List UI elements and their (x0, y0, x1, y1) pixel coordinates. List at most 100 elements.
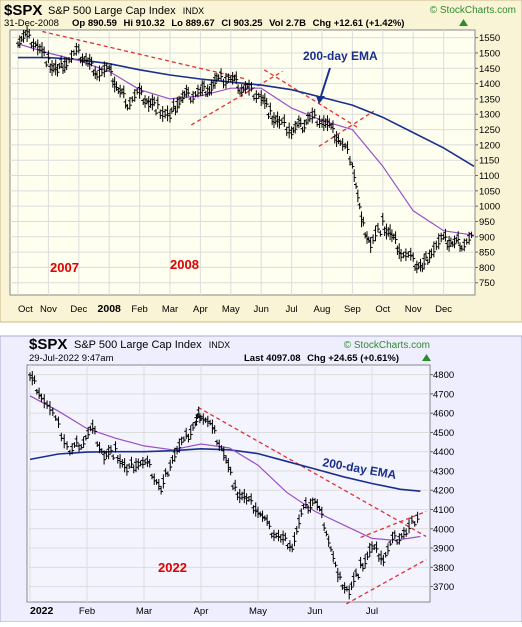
x-tick-label: Jul (286, 304, 298, 315)
index-name: S&P 500 Large Cap Index INDX (48, 5, 204, 17)
index-name: S&P 500 Large Cap Index INDX (74, 339, 230, 351)
quote-volume: Vol 2.7B (269, 18, 306, 29)
x-axis-ticks: Oct Nov Dec 2008 Feb Mar Apr May Jun Jul Aug Sep Oct… (18, 303, 452, 315)
x-tick-label: Apr (193, 304, 208, 315)
x-tick-label: Oct (375, 304, 390, 315)
year-label-left: 2022 (158, 560, 187, 575)
x-tick-label: Sep (344, 304, 361, 315)
y-tick-label: 950 (479, 217, 495, 228)
x-tick-label: Feb (79, 606, 95, 617)
ema-200-line (29, 447, 421, 492)
ema-label: 200-day EMA (303, 49, 378, 63)
y-tick-label: 3700 (433, 582, 454, 593)
ema-200-line (18, 56, 475, 167)
y-tick-label: 4000 (433, 524, 454, 535)
y-tick-label: 800 (479, 263, 495, 274)
symbol: $SPX (29, 336, 67, 353)
symbol: $SPX (4, 2, 42, 19)
year-label-right: 2008 (170, 257, 199, 272)
trendline (263, 69, 359, 129)
y-axis-ticks: 3700 3800 3900 4000 4100 4200 4300 4400 4500 4600… (430, 370, 454, 593)
y-tick-label: 1450 (479, 64, 500, 75)
y-tick-label: 1200 (479, 140, 500, 151)
trendline (360, 510, 427, 539)
chart-2022: 3700 3800 3900 4000 4100 4200 4300 4400 4500 4600… (0, 335, 522, 623)
x-tick-label: Nov (40, 304, 57, 315)
x-tick-label: Aug (314, 304, 331, 315)
quote-high: Hi 910.32 (124, 18, 165, 29)
series-lines (17, 43, 475, 236)
index-title: S&P 500 Large Cap Index (48, 5, 176, 17)
x-tick-label: Jun (307, 606, 322, 617)
y-axis-ticks: 750 800 850 900 950 1000 1050 1100 1150 1200 1250 1… (475, 33, 500, 289)
y-tick-label: 1350 (479, 94, 500, 105)
trendlines (42, 30, 375, 147)
x-tick-label: May (249, 606, 267, 617)
quote-line: Last 4097.08 Chg +24.65 (+0.61%) (244, 353, 399, 364)
trendline (197, 406, 427, 538)
y-tick-label: 1250 (479, 125, 500, 136)
price-bars (16, 26, 474, 274)
y-tick-label: 900 (479, 232, 495, 243)
x-tick-label: Jul (366, 606, 378, 617)
quote-change: Chg +24.65 (+0.61%) (307, 353, 399, 364)
quote-close: Cl 903.25 (221, 18, 263, 29)
gridlines (10, 30, 475, 295)
y-tick-label: 1050 (479, 186, 500, 197)
y-tick-label: 4600 (433, 409, 454, 420)
trendline (318, 110, 375, 147)
y-tick-label: 1100 (479, 171, 499, 182)
x-tick-label: 2008 (98, 303, 122, 315)
y-tick-label: 1000 (479, 202, 500, 213)
quote-date: 29-Jul-2022 9:47am (29, 353, 114, 364)
index-title: S&P 500 Large Cap Index (74, 339, 202, 351)
gridlines (27, 365, 430, 602)
x-tick-label: Oct (18, 304, 33, 315)
y-tick-label: 4300 (433, 466, 454, 477)
y-tick-label: 1300 (479, 110, 500, 121)
x-tick-label: Apr (194, 606, 209, 617)
x-tick-label: Nov (405, 304, 422, 315)
y-tick-label: 1400 (479, 79, 500, 90)
ema-arrow-head (316, 96, 325, 104)
x-tick-label: Dec (435, 304, 452, 315)
y-tick-label: 4100 (433, 505, 454, 516)
y-tick-label: 1500 (479, 48, 500, 59)
quote-line: Op 890.59 Hi 910.32 Lo 889.67 Cl 903.25 … (72, 18, 404, 29)
plot-area (9, 29, 476, 296)
credit: © StockCharts.com (344, 340, 430, 351)
exchange-code: INDX (183, 6, 205, 16)
y-tick-label: 3800 (433, 563, 454, 574)
ema-50-line (17, 43, 475, 236)
chart-2008: 750 800 850 900 950 1000 1050 1100 1150 1200 1250 1… (0, 0, 522, 323)
up-triangle-icon (459, 19, 468, 26)
y-tick-label: 4500 (433, 428, 454, 439)
y-tick-label: 850 (479, 248, 495, 259)
quote-date: 31-Dec-2008 (4, 18, 59, 29)
quote-last: Last 4097.08 (244, 353, 301, 364)
credit: © StockCharts.com (430, 5, 516, 16)
year-label-left: 2007 (50, 260, 79, 275)
y-tick-label: 750 (479, 278, 495, 289)
y-tick-label: 4800 (433, 370, 454, 381)
x-tick-label: Jun (254, 304, 269, 315)
y-tick-label: 3900 (433, 544, 454, 555)
quote-low: Lo 889.67 (171, 18, 214, 29)
quote-change: Chg +12.61 (+1.42%) (313, 18, 405, 29)
trendline (190, 70, 283, 126)
ema-arrow (320, 67, 331, 97)
up-triangle-icon (422, 354, 431, 361)
price-bars (28, 371, 420, 600)
trendline (346, 559, 427, 605)
x-tick-label: 2022 (30, 605, 54, 617)
exchange-code: INDX (209, 340, 231, 350)
x-tick-label: Feb (131, 304, 147, 315)
x-tick-label: May (222, 304, 240, 315)
x-tick-label: Dec (70, 304, 87, 315)
x-axis-ticks: 2022 Feb Mar Apr May Jun Jul (30, 605, 378, 617)
y-tick-label: 4200 (433, 486, 454, 497)
y-tick-label: 4700 (433, 389, 454, 400)
trendlines (197, 406, 427, 605)
x-tick-label: Mar (136, 606, 152, 617)
